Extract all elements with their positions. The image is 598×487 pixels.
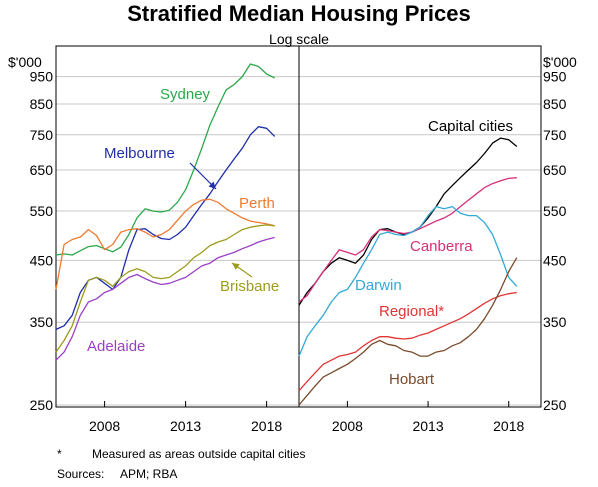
series-line-perth — [55, 198, 275, 290]
series-label-brisbane: Brisbane — [220, 278, 279, 295]
series-label-adelaide: Adelaide — [87, 338, 145, 355]
y-tick-label-left-950: 950 — [30, 69, 54, 85]
series-line-adelaide — [55, 236, 275, 361]
y-tick-label-left-750: 750 — [30, 127, 54, 143]
footnote-symbol: * — [57, 447, 62, 461]
x-tick-label-right-2008: 2008 — [332, 418, 363, 434]
series-labels: Sydney Melbourne Perth Brisbane Adelaide Capi… — [87, 86, 513, 388]
x-tick-label-left-2018: 2018 — [251, 418, 282, 434]
x-tick-label-right-2018: 2018 — [493, 418, 524, 434]
x-tick-label-left-2013: 2013 — [170, 418, 201, 434]
y-tick-label-right-950: 950 — [543, 69, 567, 85]
y-tick-label-left-350: 350 — [30, 314, 54, 330]
series-label-sydney: Sydney — [160, 86, 211, 103]
series-label-hobart: Hobart — [389, 371, 435, 388]
series-lines — [55, 63, 518, 406]
sources-value: APM; RBA — [120, 467, 178, 481]
y-tick-label-left-850: 850 — [30, 96, 54, 112]
y-tick-label-right-450: 450 — [543, 252, 567, 268]
series-line-darwin — [298, 205, 518, 357]
series-line-brisbane — [55, 224, 275, 353]
y-unit-label-right: $'000 — [543, 54, 577, 70]
y-tick-label-right-650: 650 — [543, 162, 567, 178]
y-tick-label-left-650: 650 — [30, 162, 54, 178]
sources-label: Sources: — [57, 467, 105, 481]
right-panel-frame — [298, 45, 542, 408]
melbourne-arrow-head — [208, 181, 216, 189]
series-label-canberra: Canberra — [410, 238, 473, 255]
footnote-text: Measured as areas outside capital cities — [92, 447, 306, 461]
x-tick-label-left-2008: 2008 — [89, 418, 120, 434]
axis-labels: $'000 $'000 250 250 350 350 450 450 550 550 650 650… — [8, 54, 577, 434]
axis-ticks — [104, 401, 510, 407]
y-tick-label-left-250: 250 — [30, 397, 54, 413]
y-tick-label-right-550: 550 — [543, 203, 567, 219]
series-line-hobart — [298, 257, 518, 406]
chart-title: Stratified Median Housing Prices — [127, 1, 471, 26]
chart-canvas: $'000 $'000 250 250 350 350 450 450 550 550 650 650… — [8, 45, 577, 434]
y-tick-label-left-450: 450 — [30, 252, 54, 268]
y-unit-label-left: $'000 — [8, 54, 42, 70]
series-label-melbourne: Melbourne — [104, 145, 175, 162]
y-tick-label-left-550: 550 — [30, 203, 54, 219]
brisbane-arrow-head — [232, 263, 240, 270]
y-tick-label-right-250: 250 — [543, 397, 567, 413]
series-line-sydney — [55, 63, 275, 256]
series-label-perth: Perth — [239, 195, 275, 212]
chart-subtitle: Log scale — [269, 31, 329, 47]
y-tick-label-right-850: 850 — [543, 96, 567, 112]
series-label-regional: Regional* — [379, 303, 444, 320]
series-line-regional — [298, 291, 517, 392]
series-label-capital-cities: Capital cities — [428, 118, 513, 135]
series-line-canberra — [298, 177, 517, 303]
y-tick-label-right-350: 350 — [543, 314, 567, 330]
y-tick-label-right-750: 750 — [543, 127, 567, 143]
chart-frame — [55, 45, 542, 408]
series-label-darwin: Darwin — [355, 277, 402, 294]
x-tick-label-right-2013: 2013 — [412, 418, 443, 434]
